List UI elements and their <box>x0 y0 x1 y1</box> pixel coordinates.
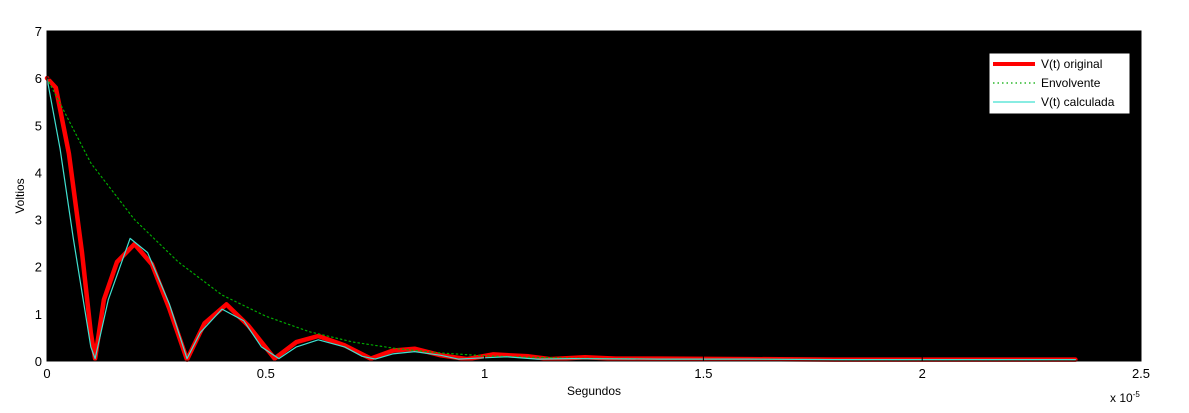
y-axis-label: Voltios <box>13 178 27 213</box>
plot-area <box>47 31 1141 361</box>
series-layer <box>44 75 1078 362</box>
y-tick-label: 3 <box>35 213 42 228</box>
x-tick-label: 0.5 <box>257 366 275 381</box>
legend-label-original: V(t) original <box>1041 57 1102 71</box>
x-tick-label: 1.5 <box>694 366 712 381</box>
x-tick-label: 1 <box>481 366 488 381</box>
x-multiplier: x 10-5 <box>1110 390 1140 405</box>
y-tick-label: 2 <box>35 260 42 275</box>
y-tick-label: 5 <box>35 118 42 133</box>
plot-frame <box>46 30 1142 362</box>
x-tick-label: 2 <box>919 366 926 381</box>
legend-label-calculada: V(t) calculada <box>1041 95 1115 109</box>
y-tick-label: 0 <box>35 354 42 369</box>
y-tick-label: 7 <box>35 24 42 39</box>
legend-label-envolvente: Envolvente <box>1041 76 1101 90</box>
legend: V(t) original Envolvente V(t) calculada <box>988 52 1131 115</box>
series-calculada-line <box>46 77 1076 361</box>
x-tick-label: 0 <box>43 366 50 381</box>
x-axis-label: Segundos <box>567 384 621 398</box>
x-multiplier-exponent: -5 <box>1133 390 1141 399</box>
y-tick-label: 1 <box>35 307 42 322</box>
y-tick-label: 4 <box>35 165 42 180</box>
axes-layer: 0 0.5 1 1.5 2 2.5 0 1 2 3 4 5 6 7 <box>35 24 1150 381</box>
y-tick-label: 6 <box>35 71 42 86</box>
x-tick-label: 2.5 <box>1132 366 1150 381</box>
x-multiplier-base: x 10 <box>1110 391 1133 405</box>
